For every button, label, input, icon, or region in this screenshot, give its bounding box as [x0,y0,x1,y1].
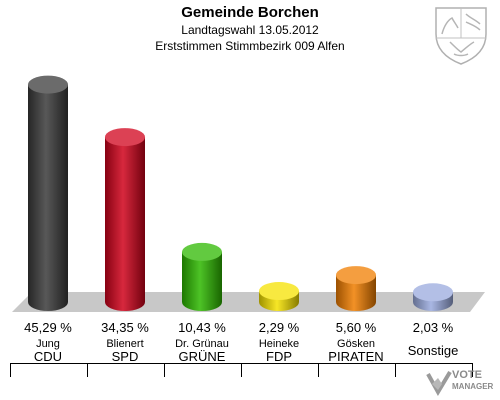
party-label: SPD [111,349,139,364]
party-label: Sonstige [407,343,459,358]
candidate-label: Jung [36,338,60,350]
candidate-label: Heineke [258,338,300,350]
candidate-label: Dr. Grünau [175,338,229,350]
bar-top-sonstige [413,283,453,302]
bar-piraten [336,275,376,311]
x-axis-tick [10,363,11,377]
bar-top-fdp [259,282,299,301]
chart-title: Gemeinde Borchen [181,4,319,21]
value-label: 45,29 % [24,320,72,335]
party-label: GRÜNE [178,349,226,364]
votemanager-logo-icon [426,370,452,396]
x-axis-tick [318,363,319,377]
watermark-line-2: MANAGER [452,382,494,391]
party-label: CDU [33,349,63,364]
x-axis-tick [87,363,88,377]
bar-cdu [28,84,68,311]
bar-top-grüne [182,242,222,261]
value-label: 2,29 % [258,320,300,335]
bar-top-piraten [336,266,376,285]
x-axis-tick [472,363,473,377]
value-label: 5,60 % [335,320,377,335]
value-label: 10,43 % [178,320,226,335]
candidate-label: Gösken [337,338,375,350]
x-axis-tick [241,363,242,377]
bar-spd [105,137,145,311]
bar-top-spd [105,128,145,147]
value-label: 34,35 % [101,320,149,335]
x-axis-line [10,363,472,364]
bar-top-cdu [28,75,68,94]
bars-group [28,75,453,311]
value-label: 2,03 % [412,320,454,335]
x-axis-tick [395,363,396,377]
coat-of-arms-icon [435,7,487,65]
party-label: PIRATEN [328,349,384,364]
chart-subtitle-2: Erststimmen Stimmbezirk 009 Alfen [155,39,345,53]
watermark-line-1: VOTE [452,369,482,381]
bar-grüne [182,251,222,311]
chart-subtitle: Landtagswahl 13.05.2012 [181,23,319,37]
x-axis-tick [164,363,165,377]
candidate-label: Blienert [106,338,144,350]
party-label: FDP [266,349,292,364]
